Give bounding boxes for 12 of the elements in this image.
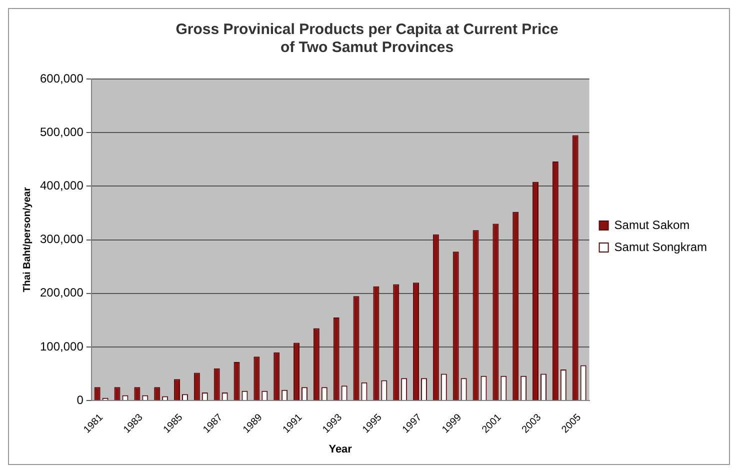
y-tick-label: 200,000 <box>40 286 84 300</box>
y-axis-title: Thai Baht/person/year <box>22 187 33 292</box>
y-tick-label: 300,000 <box>40 232 84 246</box>
y-tick-label: 600,000 <box>40 71 84 86</box>
y-tick-label: 500,000 <box>40 124 84 139</box>
y-tick-label: 400,000 <box>40 178 84 193</box>
chart-title: Gross Provinical Products per Capita at Current Price of Two Samut Provinces <box>176 21 558 56</box>
y-tick-label: 0 <box>76 392 84 407</box>
legend-label: Samut Sakom <box>614 218 690 232</box>
y-tick-label: 100,000 <box>40 339 84 354</box>
legend-label: Samut Songkram <box>614 240 708 254</box>
x-axis-title: Year <box>328 443 353 456</box>
